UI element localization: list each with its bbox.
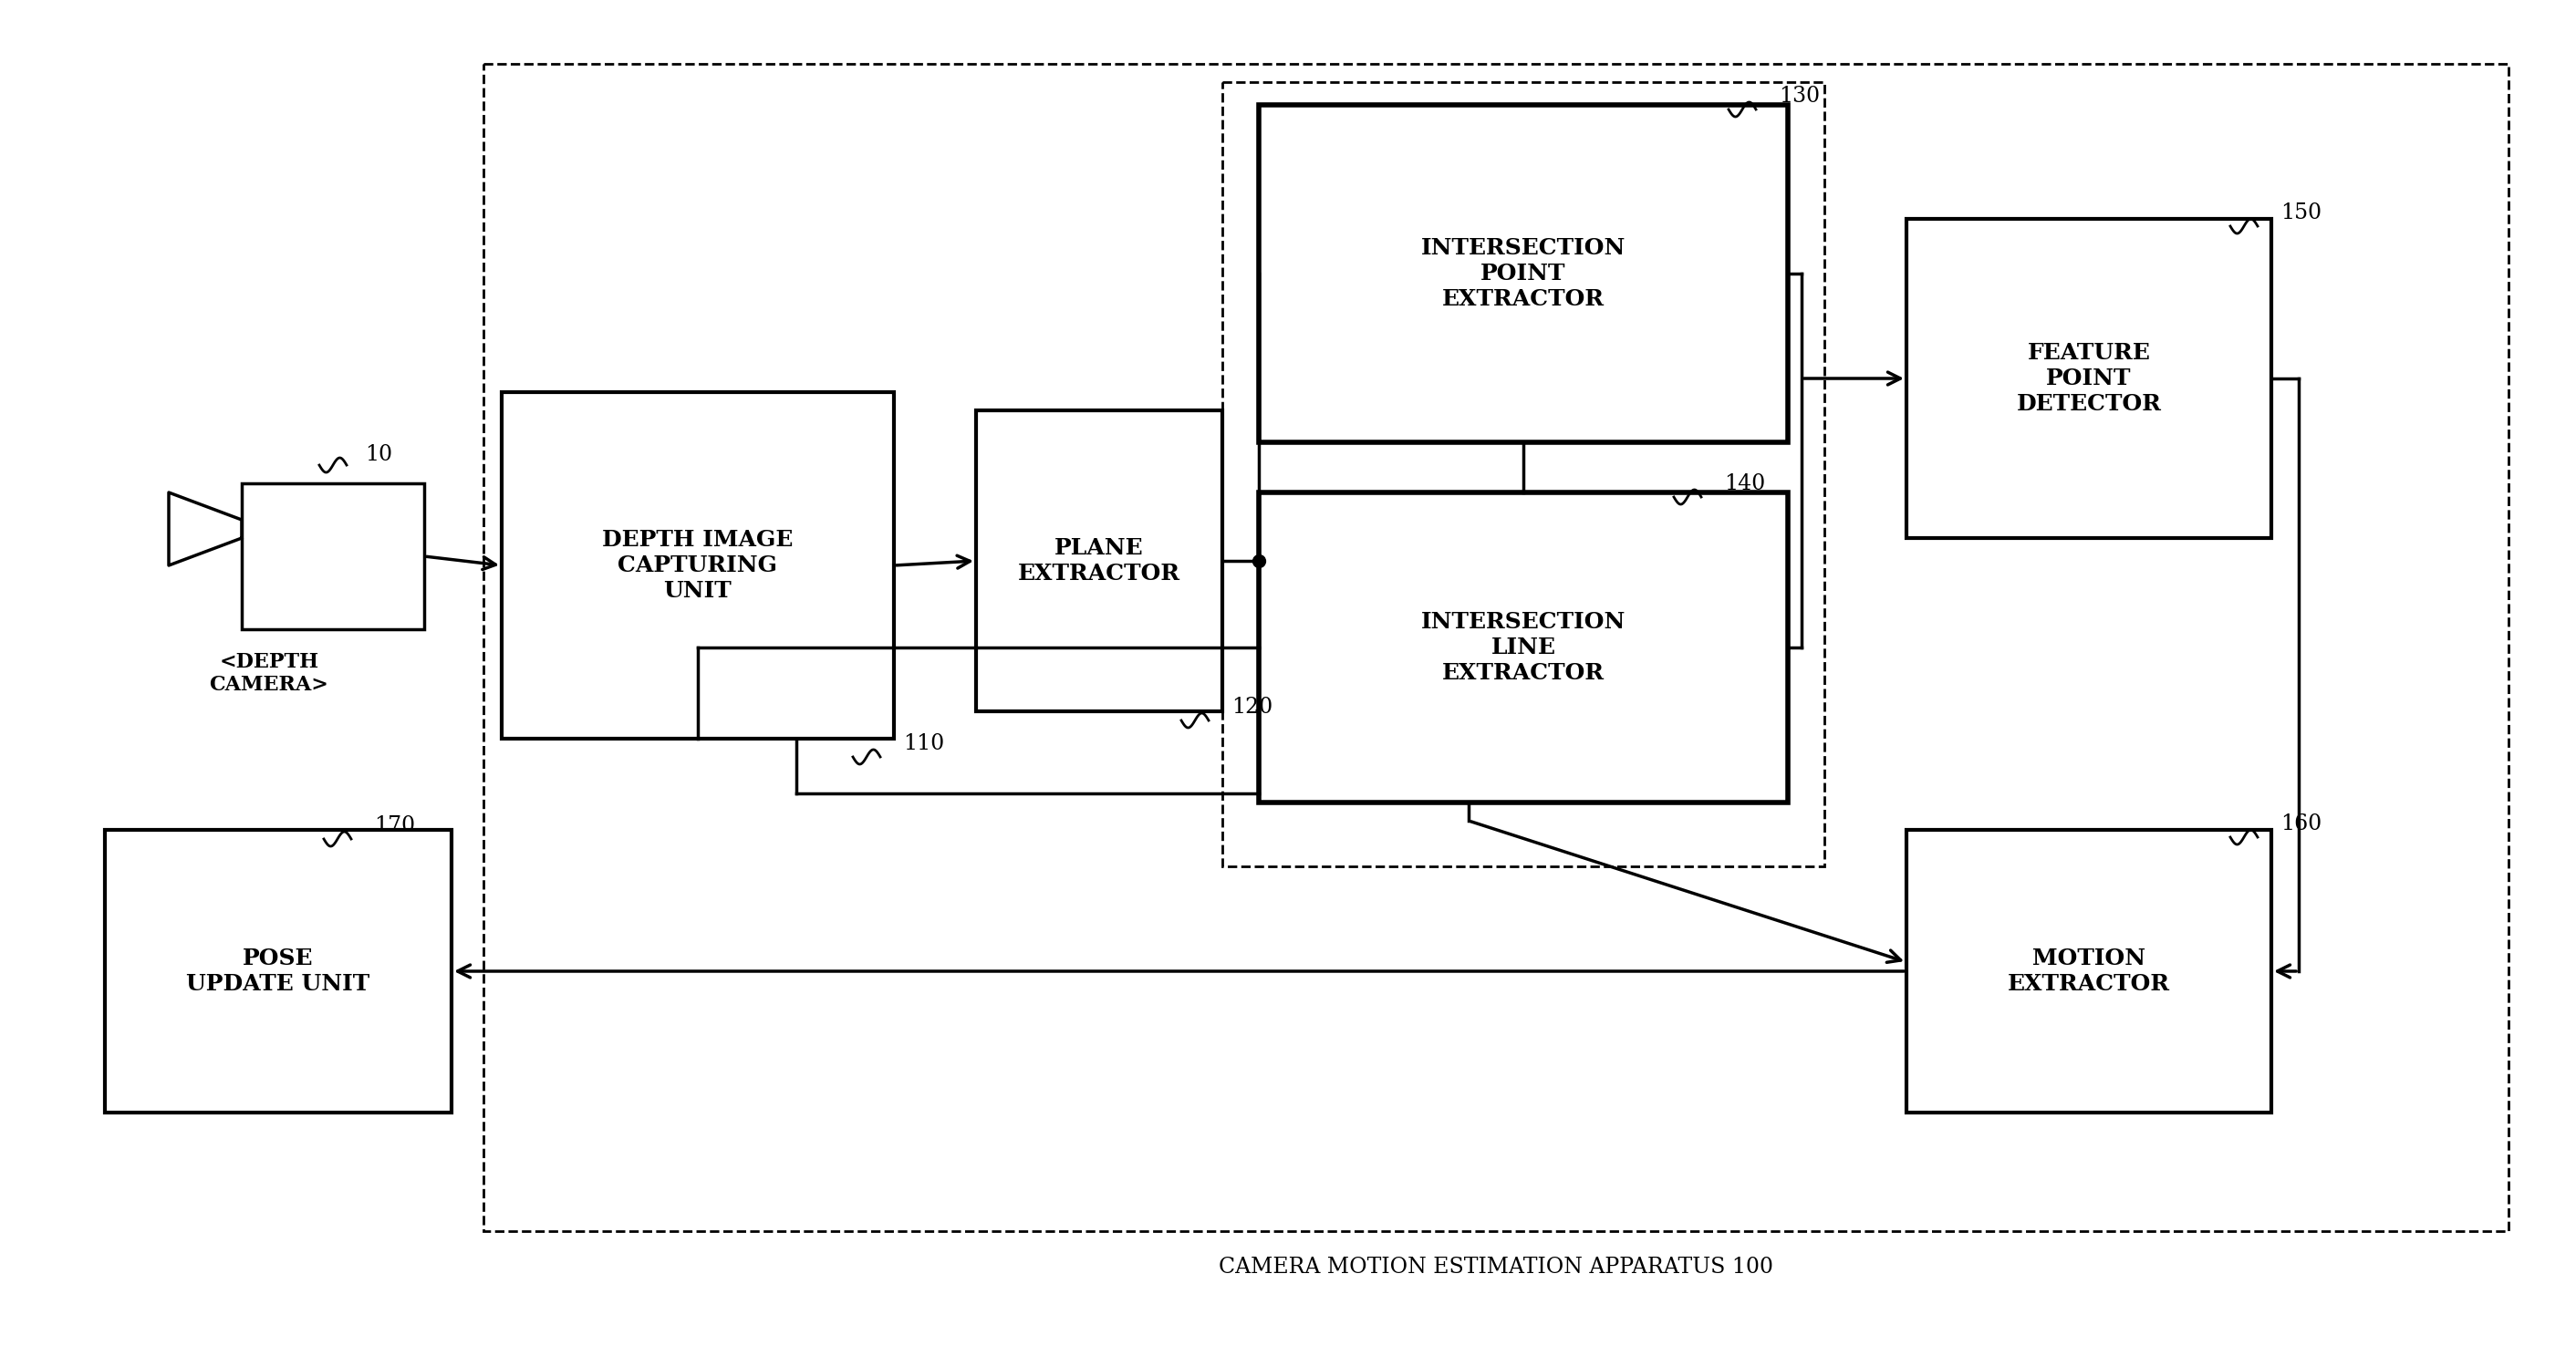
Text: 170: 170: [374, 815, 415, 835]
Text: DEPTH IMAGE
CAPTURING
UNIT: DEPTH IMAGE CAPTURING UNIT: [603, 529, 793, 601]
Text: <DEPTH
CAMERA>: <DEPTH CAMERA>: [209, 652, 330, 696]
Bar: [106, 830, 451, 1113]
Text: 140: 140: [1723, 473, 1765, 493]
Bar: [1260, 492, 1788, 802]
Text: INTERSECTION
POINT
EXTRACTOR: INTERSECTION POINT EXTRACTOR: [1422, 238, 1625, 310]
Bar: [1224, 82, 1824, 867]
Text: 120: 120: [1231, 696, 1273, 718]
Bar: [242, 484, 425, 629]
Bar: [502, 392, 894, 738]
Bar: [1260, 105, 1788, 443]
Text: FEATURE
POINT
DETECTOR: FEATURE POINT DETECTOR: [2017, 342, 2161, 414]
Text: CAMERA MOTION ESTIMATION APPARATUS 100: CAMERA MOTION ESTIMATION APPARATUS 100: [1218, 1258, 1772, 1278]
Text: 110: 110: [904, 733, 945, 753]
Text: 160: 160: [2280, 813, 2321, 834]
Text: INTERSECTION
LINE
EXTRACTOR: INTERSECTION LINE EXTRACTOR: [1422, 611, 1625, 684]
Polygon shape: [170, 492, 242, 566]
Text: 150: 150: [2280, 202, 2321, 223]
Bar: [1906, 219, 2272, 539]
Text: 10: 10: [366, 444, 392, 465]
Bar: [1906, 830, 2272, 1113]
Bar: [484, 64, 2509, 1232]
Text: POSE
UPDATE UNIT: POSE UPDATE UNIT: [185, 947, 371, 995]
Text: 130: 130: [1780, 85, 1819, 107]
Text: PLANE
EXTRACTOR: PLANE EXTRACTOR: [1018, 537, 1180, 585]
Text: MOTION
EXTRACTOR: MOTION EXTRACTOR: [2007, 947, 2169, 995]
Bar: [976, 410, 1224, 711]
